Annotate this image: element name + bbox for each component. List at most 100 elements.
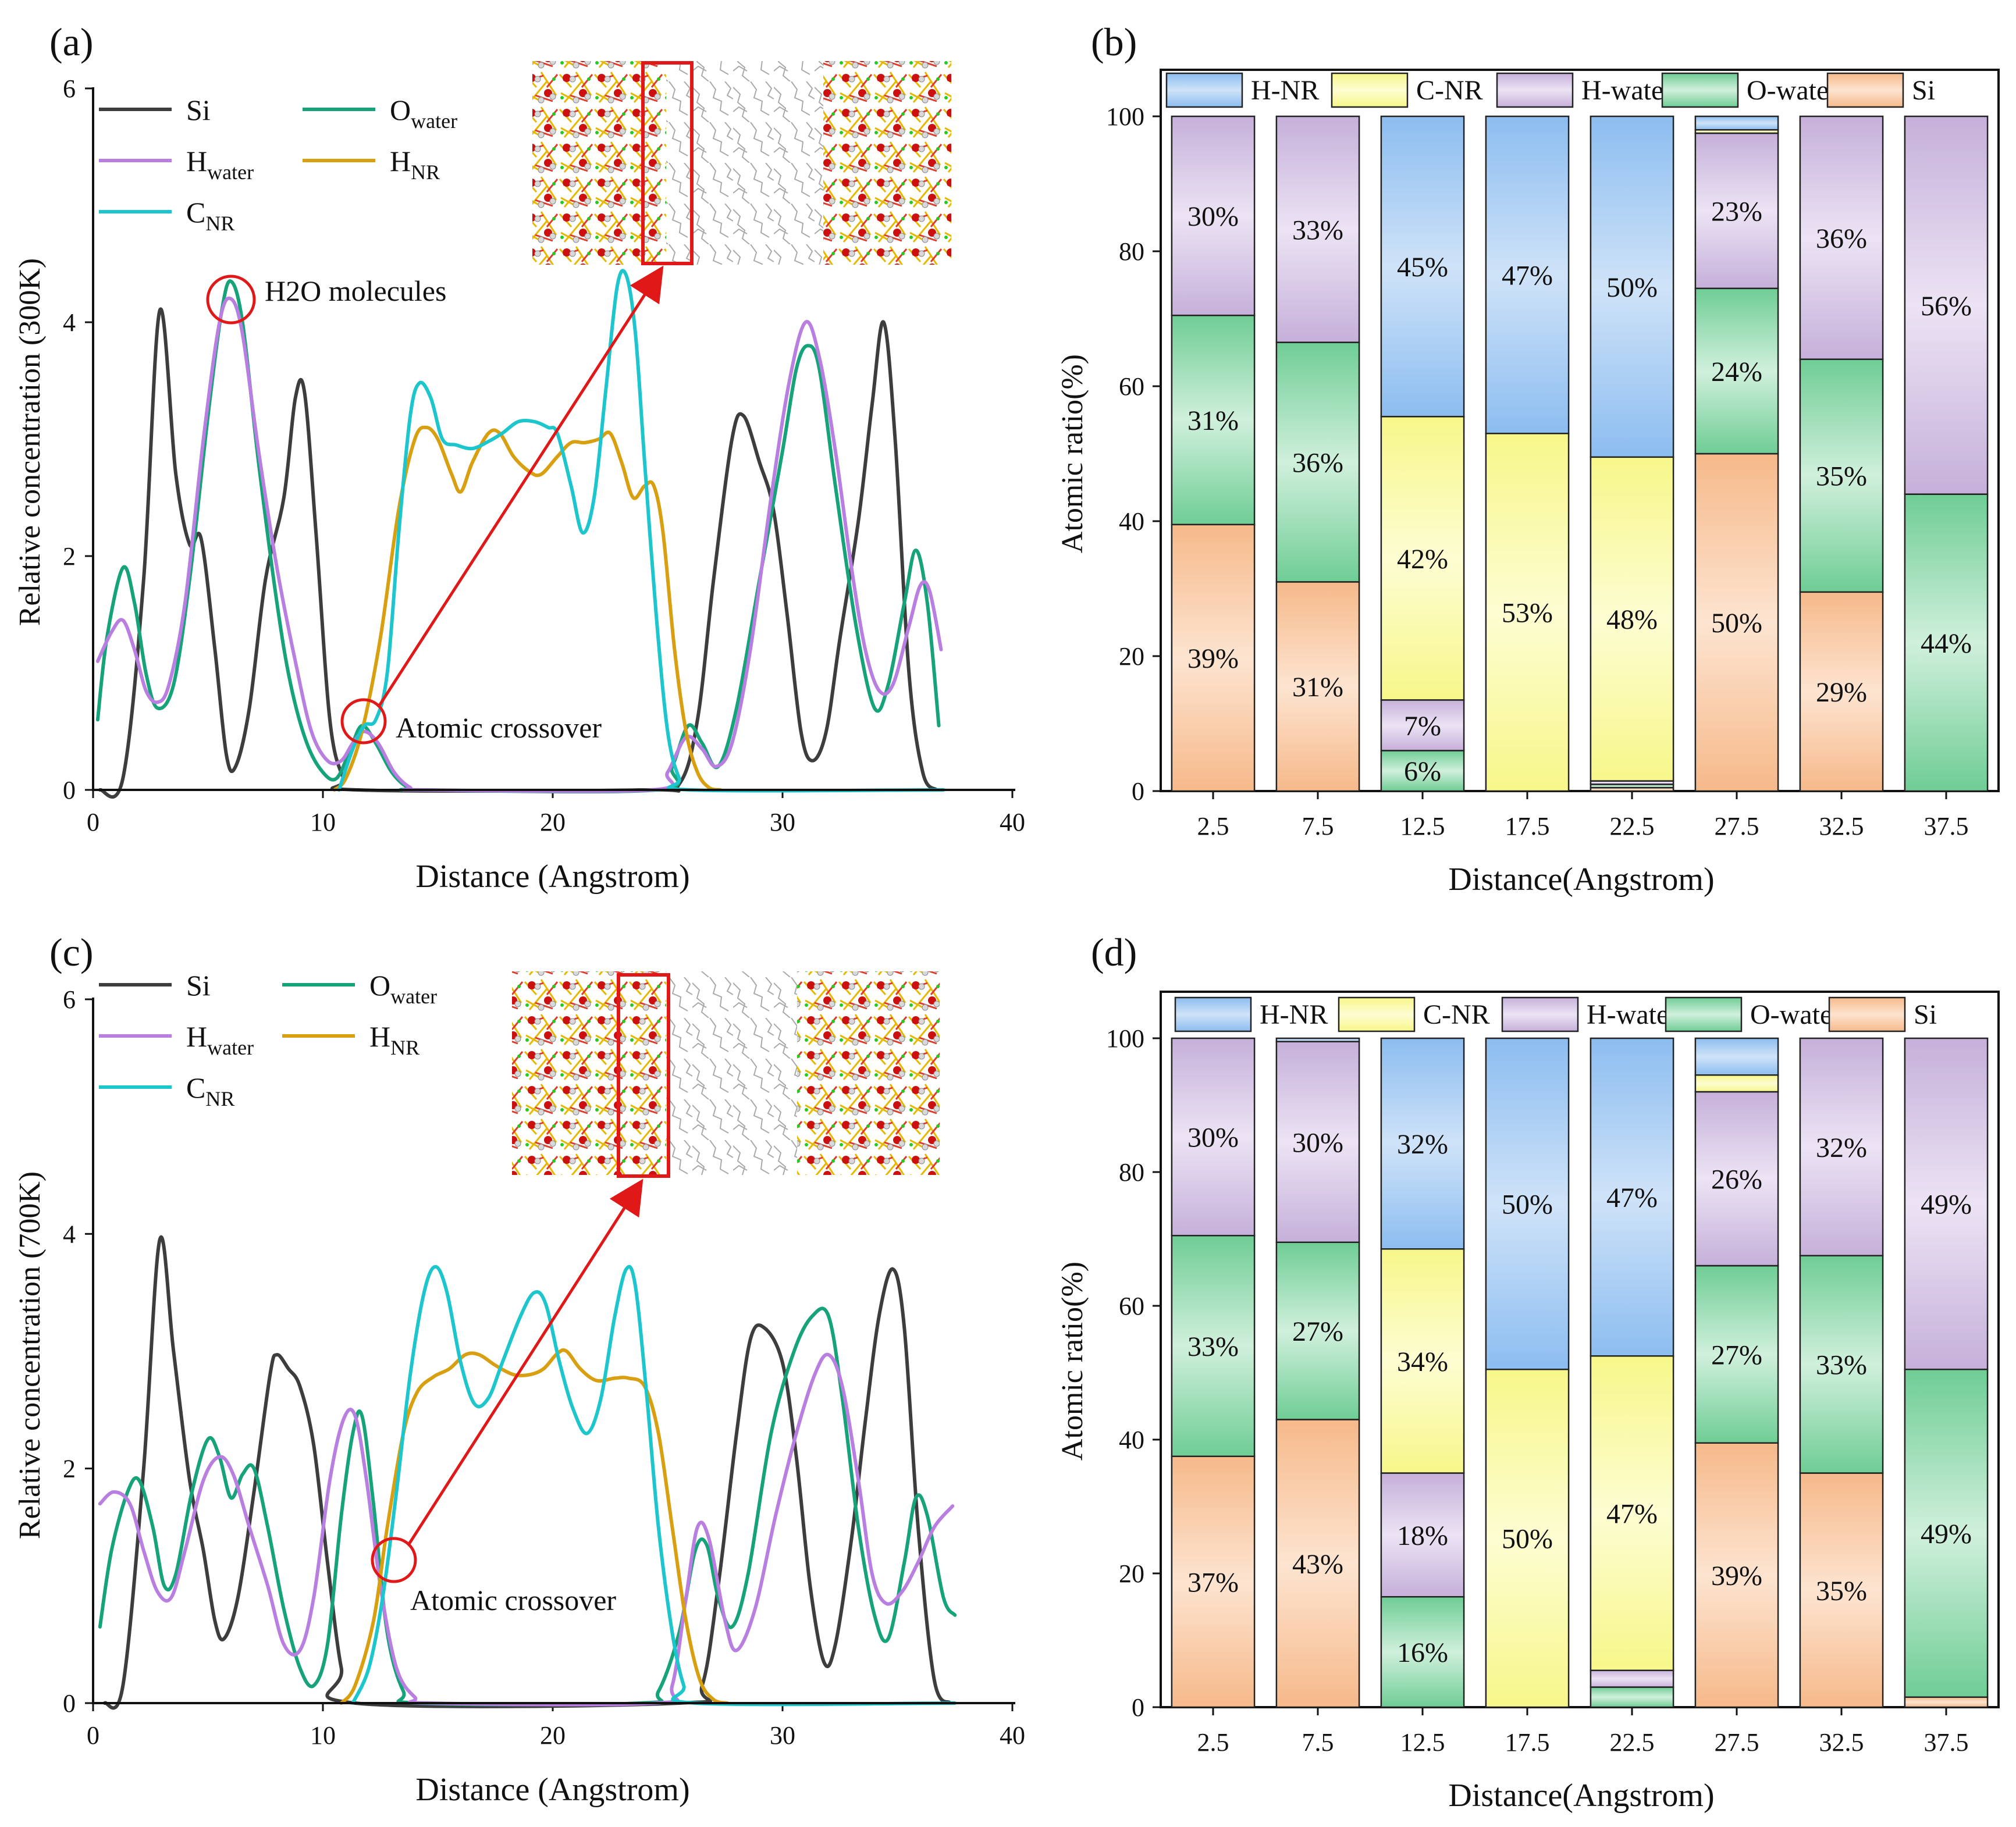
b-data-label: 24%: [1711, 357, 1762, 387]
d-data-label: 35%: [1816, 1576, 1867, 1607]
b-data-label: 36%: [1816, 223, 1867, 254]
a-legend-si-label: Si: [186, 94, 211, 126]
panel-c: (c) Relative concentration (700K) Distan…: [13, 930, 1025, 1808]
d-ytick-label: 0: [1132, 1693, 1144, 1722]
panel-a-inset-snapshot: [532, 61, 951, 265]
d-data-label: 50%: [1502, 1524, 1553, 1555]
b-xtick-label: 7.5: [1302, 812, 1334, 841]
panel-c-ticks: 0 10 20 30 40 0 2 4 6: [63, 985, 1025, 1750]
panel-b-ticks: 0 20 40 60 80 100 2.5 7.5 12.5 17.5 22.5 27.5 32.5 37…: [1106, 102, 1969, 841]
h2o-molecules-annotation: H2O molecules: [265, 275, 446, 307]
d-data-label: 32%: [1397, 1129, 1448, 1160]
b-data-label: 48%: [1606, 604, 1658, 635]
d-legend-si-label: Si: [1914, 999, 1937, 1030]
d-bar-c-nr-17.5: [1485, 1369, 1570, 1708]
d-data-label: 49%: [1921, 1189, 1972, 1220]
b-ytick-label: 40: [1119, 507, 1144, 536]
panel-d-bars: 37% 33% 30% 43% 27% 30% 16% 18% 34% 32% 50% 50% 47% 4…: [1171, 1037, 1989, 1708]
atomic-crossover-annotation-c: Atomic crossover: [410, 1584, 616, 1616]
panel-b-bars: 39% 31% 30% 31% 36% 33% 6% 7% 42% 45% 53% 47% 48% 50%…: [1171, 115, 1989, 792]
c-legend-h-water-sub: water: [207, 1036, 254, 1059]
c-line-h-water: [98, 1352, 955, 1707]
d-bar-o-water-37.5: [1904, 1369, 1989, 1698]
c-xtick-label: 10: [310, 1721, 336, 1750]
b-bar-h-nr-12.5: [1380, 115, 1465, 418]
b-data-label: 31%: [1187, 405, 1239, 436]
d-xtick-label: 27.5: [1715, 1728, 1759, 1757]
d-legend-o-water-label: O-water: [1750, 999, 1841, 1030]
panel-a-annotations: H2O molecules Atomic crossover: [206, 265, 664, 745]
b-xtick-label: 2.5: [1197, 812, 1229, 841]
b-ytick-label: 60: [1119, 372, 1144, 401]
d-data-label: 16%: [1397, 1637, 1448, 1668]
b-bar-c-nr-17.5: [1485, 432, 1570, 792]
panel-c-xlabel: Distance (Angstrom): [415, 1772, 689, 1808]
b-data-label: 53%: [1502, 598, 1553, 629]
panel-b-ylabel: Atomic ratio(%): [1056, 354, 1089, 553]
b-bar-h-nr-22.5: [1590, 115, 1674, 458]
d-bar-si-32.5: [1799, 1472, 1884, 1708]
b-xtick-label: 27.5: [1715, 812, 1759, 841]
c-legend-o-water-sub: water: [390, 985, 437, 1008]
c-line-h-nr: [339, 1348, 730, 1705]
b-xtick-label: 22.5: [1610, 812, 1655, 841]
b-data-label: 47%: [1502, 261, 1553, 291]
b-bar-si-32.5: [1799, 591, 1884, 792]
b-bar-h-nr-27.5: [1694, 115, 1779, 131]
c-legend-h-nr-sub: NR: [390, 1036, 419, 1059]
b-data-label: 35%: [1816, 461, 1867, 492]
atomic-crossover-marker-a: [340, 698, 387, 745]
b-data-label: 44%: [1921, 628, 1972, 659]
d-data-label: 27%: [1711, 1340, 1762, 1370]
b-data-label: 56%: [1921, 291, 1972, 322]
panel-d-label: (d): [1091, 930, 1137, 974]
c-xtick-label: 30: [770, 1721, 795, 1750]
d-bar-h-water-7.5: [1275, 1041, 1360, 1243]
d-data-label: 37%: [1187, 1567, 1239, 1598]
b-ytick-label: 80: [1119, 237, 1144, 266]
c-ytick-label: 4: [63, 1220, 76, 1248]
b-legend-h-nr-swatch: [1165, 72, 1243, 108]
panel-d-ylabel: Atomic ratio(%): [1056, 1262, 1089, 1461]
b-bar-o-water-27.5: [1694, 287, 1779, 455]
b-data-label: 42%: [1397, 544, 1448, 575]
c-legend-c-nr-label: CNR: [186, 1071, 234, 1110]
d-data-label: 47%: [1606, 1499, 1658, 1530]
d-bar-c-nr-22.5: [1590, 1355, 1674, 1671]
d-bar-h-nr-7.5: [1275, 1037, 1360, 1042]
panel-d-legend: H-NR C-NR H-water O-water Si: [1174, 996, 1937, 1032]
panel-a-legend: Si Owater Hwater HNR CNR: [99, 94, 457, 235]
b-bar-si-2.5: [1171, 523, 1256, 792]
b-bar-h-water-12.5: [1380, 699, 1465, 752]
b-data-label: 30%: [1187, 201, 1239, 232]
b-bar-h-nr-17.5: [1485, 115, 1570, 435]
b-data-label: 33%: [1292, 215, 1343, 245]
panel-b-label: (b): [1091, 20, 1137, 64]
panel-c-lines: [98, 1235, 957, 1710]
a-ytick-label: 4: [63, 308, 76, 337]
b-data-label: 31%: [1292, 672, 1343, 703]
a-legend-o-water-sub: water: [411, 109, 457, 133]
b-data-label: 50%: [1606, 272, 1658, 303]
b-data-label: 6%: [1404, 756, 1441, 787]
d-legend-c-nr-label: C-NR: [1423, 999, 1490, 1030]
d-data-label: 27%: [1292, 1316, 1343, 1347]
a-xtick-label: 20: [540, 808, 566, 836]
c-ytick-label: 6: [63, 985, 76, 1014]
b-legend-h-nr-label: H-NR: [1251, 75, 1319, 106]
d-ytick-label: 80: [1119, 1158, 1144, 1187]
b-xtick-label: 12.5: [1400, 812, 1445, 841]
panel-a-axes: [92, 87, 1015, 791]
d-bar-c-nr-12.5: [1380, 1248, 1465, 1474]
d-ytick-label: 100: [1106, 1024, 1144, 1053]
d-data-label: 30%: [1292, 1127, 1343, 1158]
panel-c-annotations: Atomic crossover: [371, 1178, 643, 1616]
b-data-label: 23%: [1711, 196, 1762, 227]
panel-d-xlabel: Distance(Angstrom): [1448, 1778, 1714, 1814]
d-legend-c-nr-swatch: [1338, 996, 1416, 1032]
d-data-label: 34%: [1397, 1347, 1448, 1377]
d-bar-h-water-12.5: [1380, 1472, 1465, 1598]
b-bar-h-water-2.5: [1171, 115, 1256, 316]
b-ytick-label: 100: [1106, 102, 1144, 131]
c-xtick-label: 0: [87, 1721, 99, 1750]
